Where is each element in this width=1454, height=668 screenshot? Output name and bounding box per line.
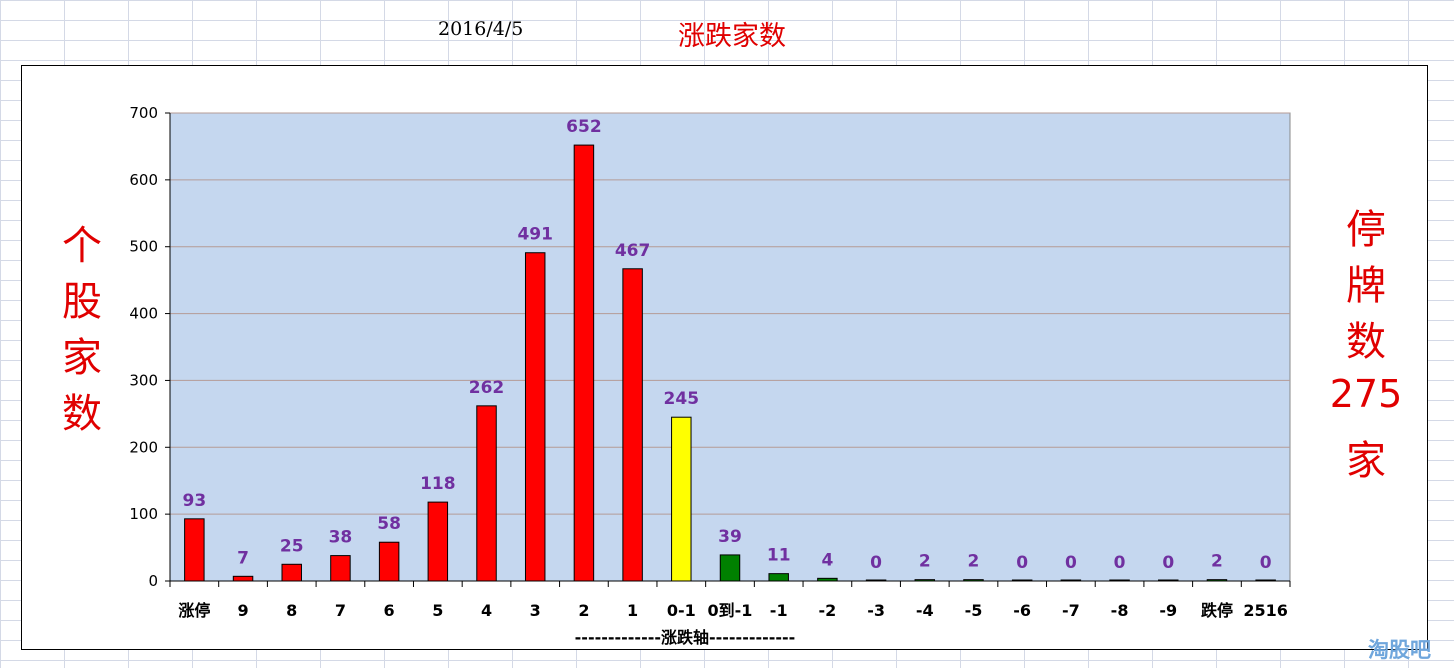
right-label-char: 停	[1346, 207, 1386, 253]
bar	[232, 575, 254, 582]
bar	[719, 554, 741, 582]
y-tick-label: 400	[129, 305, 158, 323]
chart-date: 2016/4/5	[438, 18, 524, 40]
x-tick-label: -8	[1111, 601, 1129, 620]
bar	[1206, 579, 1228, 582]
bar	[963, 579, 984, 582]
x-tick-label: -1	[770, 601, 788, 620]
right-vertical-label: 停 牌 数	[1326, 202, 1406, 370]
data-label: 491	[517, 225, 553, 245]
data-label: 4	[821, 550, 833, 570]
left-label-char: 股	[62, 279, 102, 325]
data-label: 0	[1016, 553, 1028, 573]
right-label-char: 数	[1346, 319, 1386, 365]
data-label: 2	[1211, 552, 1223, 572]
x-tick-label: -3	[867, 601, 885, 620]
data-label: 0	[1162, 553, 1174, 573]
x-tick-label: 涨停	[178, 601, 210, 620]
data-label: 7	[237, 548, 249, 568]
data-label: 38	[329, 528, 353, 548]
right-label-char: 牌	[1346, 263, 1386, 309]
bar	[378, 541, 400, 582]
x-axis-title: -------------涨跌轴-------------	[575, 628, 796, 647]
suspended-unit: 家	[1346, 438, 1386, 484]
bar	[524, 252, 546, 582]
x-tick-label: 2516	[1243, 601, 1288, 620]
data-label: 0	[870, 553, 882, 573]
data-label: 0	[1065, 553, 1077, 573]
bar	[817, 577, 838, 582]
data-label: 2	[968, 552, 980, 572]
x-tick-label: 8	[286, 601, 297, 620]
left-label-char: 数	[62, 391, 102, 437]
bar	[1060, 579, 1082, 582]
x-tick-label: 3	[530, 601, 541, 620]
data-label: 93	[183, 491, 207, 511]
x-tick-label: -2	[819, 601, 837, 620]
data-label: 262	[469, 378, 505, 398]
left-vertical-label: 个 股 家 数	[60, 218, 104, 442]
data-label: 39	[718, 527, 742, 547]
bar	[330, 555, 351, 582]
bar	[622, 268, 643, 582]
bar	[427, 501, 449, 582]
x-tick-label: -6	[1013, 601, 1031, 620]
bar	[768, 573, 789, 582]
x-tick-label: 0-1	[667, 601, 696, 620]
y-tick-label: 300	[129, 371, 158, 389]
watermark-logo: 淘股吧	[1368, 638, 1431, 662]
data-label: 118	[420, 474, 456, 494]
y-tick-label: 700	[129, 104, 158, 122]
data-label: 467	[615, 241, 651, 261]
bar	[865, 579, 887, 582]
bar	[1109, 579, 1130, 582]
data-label: 58	[377, 514, 401, 534]
bar	[1158, 579, 1179, 582]
left-label-char: 个	[62, 223, 102, 269]
bar	[914, 579, 936, 582]
x-tick-label: -4	[916, 601, 934, 620]
x-tick-label: 6	[384, 601, 395, 620]
bar	[281, 563, 302, 582]
x-tick-label: 跌停	[1201, 601, 1233, 620]
bar	[1255, 579, 1276, 582]
y-tick-label: 500	[129, 238, 158, 256]
x-tick-label: 9	[237, 601, 248, 620]
data-label: 0	[1260, 553, 1272, 573]
data-label: 245	[664, 389, 700, 409]
plot-area	[169, 112, 1291, 582]
chart-title: 涨跌家数	[678, 21, 786, 52]
x-tick-label: 2	[578, 601, 589, 620]
x-tick-label: 0到-1	[708, 601, 753, 620]
data-label: 0	[1114, 553, 1126, 573]
x-tick-label: -9	[1159, 601, 1177, 620]
bar	[573, 144, 595, 582]
x-tick-label: -7	[1062, 601, 1080, 620]
left-label-char: 家	[62, 335, 102, 381]
x-tick-label: -5	[965, 601, 983, 620]
y-tick-label: 100	[129, 505, 158, 523]
suspended-count: 275	[1329, 372, 1403, 416]
x-tick-label: 5	[432, 601, 443, 620]
bar	[1011, 579, 1033, 582]
data-label: 25	[280, 536, 304, 556]
bar	[476, 405, 497, 582]
x-tick-label: 7	[335, 601, 346, 620]
bar	[671, 416, 692, 582]
data-label: 11	[767, 546, 791, 566]
bar	[184, 518, 205, 582]
y-tick-label: 0	[148, 572, 158, 590]
y-tick-label: 600	[129, 171, 158, 189]
data-label: 652	[566, 117, 602, 137]
x-tick-label: 1	[627, 601, 638, 620]
y-tick-label: 200	[129, 438, 158, 456]
x-tick-label: 4	[481, 601, 492, 620]
data-label: 2	[919, 552, 931, 572]
